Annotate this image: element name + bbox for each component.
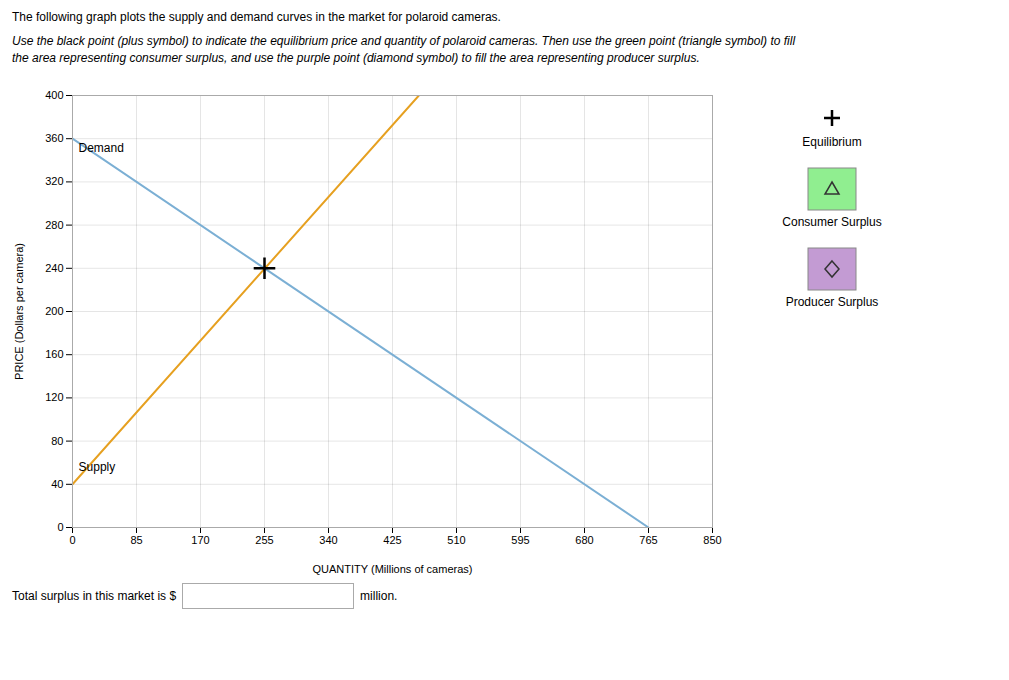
- html-text:The following graph plots the: The following graph plots the supply and…: [12, 10, 501, 24]
- html-text:Consumer Surplus: Consumer Surplus: [782, 215, 882, 229]
- svg-text:170: 170: [191, 534, 209, 546]
- svg-text:240: 240: [45, 262, 63, 274]
- svg-text:QUANTITY (Millions of cameras): QUANTITY (Millions of cameras): [313, 563, 473, 575]
- svg-text:80: 80: [51, 435, 63, 447]
- html-text:Producer Surplus: Producer Surplus: [785, 295, 879, 309]
- svg-text:320: 320: [45, 175, 63, 187]
- svg-text:160: 160: [45, 348, 63, 360]
- svg-text:120: 120: [45, 391, 63, 403]
- svg-text:425: 425: [383, 534, 401, 546]
- svg-text:595: 595: [511, 534, 529, 546]
- svg-text:0: 0: [69, 534, 75, 546]
- svg-text:PRICE (Dollars per camera): PRICE (Dollars per camera): [13, 243, 25, 380]
- svg-text:680: 680: [575, 534, 593, 546]
- svg-text:0: 0: [57, 521, 63, 533]
- svg-text:200: 200: [45, 305, 63, 317]
- svg-text:850: 850: [703, 534, 721, 546]
- svg-text:40: 40: [51, 478, 63, 490]
- svg-text:255: 255: [255, 534, 273, 546]
- svg-text:Supply: Supply: [79, 460, 116, 474]
- svg-text:765: 765: [639, 534, 657, 546]
- html-text:Use the black point (plus symb: Use the black point (plus symbol) to ind…: [12, 34, 796, 48]
- html-text:the area representing consumer: the area representing consumer surplus, …: [12, 51, 700, 65]
- html-text:million.: million.: [360, 589, 398, 603]
- html-text:Equilibrium: Equilibrium: [802, 135, 862, 149]
- svg-text:85: 85: [130, 534, 142, 546]
- svg-text:Demand: Demand: [79, 141, 124, 155]
- svg-text:400: 400: [45, 89, 63, 101]
- svg-text:280: 280: [45, 219, 63, 231]
- svg-text:340: 340: [319, 534, 337, 546]
- html-text:Total surplus in this market i: Total surplus in this market is $: [12, 589, 177, 603]
- svg-text:510: 510: [447, 534, 465, 546]
- svg-text:360: 360: [45, 132, 63, 144]
